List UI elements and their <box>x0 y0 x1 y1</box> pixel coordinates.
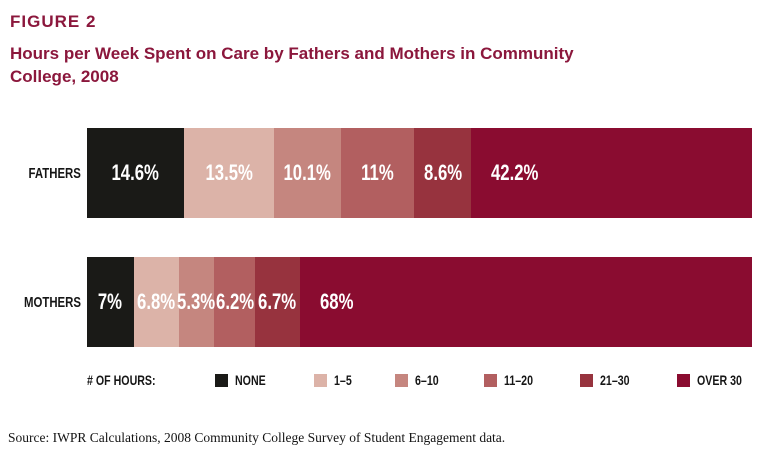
bar-segment: 68% <box>299 257 752 347</box>
figure-title-line-1: Hours per Week Spent on Care by Fathers … <box>10 44 574 63</box>
legend-item: 11–20 <box>484 372 542 388</box>
segment-value-label: 7% <box>98 289 123 314</box>
figure-title: Hours per Week Spent on Care by Fathers … <box>10 42 574 88</box>
bar-segment: 8.6% <box>414 128 472 218</box>
bar-segment: 42.2% <box>471 128 752 218</box>
bar-segment: 10.1% <box>273 128 341 218</box>
legend-swatch <box>677 373 691 387</box>
bar-segment: 6.7% <box>255 257 300 347</box>
bar-segment: 5.3% <box>177 257 216 347</box>
legend-label: OVER 30 <box>697 372 743 388</box>
legend-label: 21–30 <box>600 372 630 388</box>
legend-label: 1–5 <box>333 372 352 388</box>
segment-value-label: 14.6% <box>111 160 160 185</box>
legend-title: # OF HOURS: <box>87 372 156 388</box>
stacked-bar: 7% 6.8% 5.3% 6.2% 6.7% 68% <box>87 257 752 347</box>
legend-swatch <box>580 373 594 387</box>
bar-segment: 13.5% <box>184 128 274 218</box>
legend-swatch <box>313 373 327 387</box>
row-label: FATHERS <box>10 128 87 218</box>
bar-segment: 14.6% <box>87 128 185 218</box>
bar-row: FATHERS 14.6% 13.5% 10.1% 11% 8.6% 42.2% <box>10 128 752 218</box>
figure-title-line-2: College, 2008 <box>10 67 119 86</box>
segment-value-label: 11% <box>361 160 394 185</box>
segment-value-label: 8.6% <box>423 160 462 185</box>
segment-value-label: 6.7% <box>258 289 297 314</box>
segment-value-label: 13.5% <box>205 160 253 185</box>
stacked-bar: 14.6% 13.5% 10.1% 11% 8.6% 42.2% <box>87 128 752 218</box>
legend-label: 11–20 <box>504 372 534 388</box>
chart: FATHERS 14.6% 13.5% 10.1% 11% 8.6% 42.2% MOTHER… <box>10 128 752 386</box>
segment-value-label: 10.1% <box>283 160 332 185</box>
bar-segment: 7% <box>87 257 134 347</box>
legend-label: NONE <box>235 372 266 388</box>
legend-items: NONE 1–5 6–10 11–20 21–30 OVER 30 <box>215 372 756 388</box>
legend-swatch <box>215 373 229 387</box>
figure-label: FIGURE 2 <box>10 12 97 31</box>
legend-item: NONE <box>215 372 275 388</box>
legend-label: 6–10 <box>415 372 439 388</box>
source-note: Source: IWPR Calculations, 2008 Communit… <box>8 430 506 445</box>
segment-value-label: 42.2% <box>491 160 539 185</box>
segment-value-label: 6.8% <box>137 289 176 314</box>
legend-item: 21–30 <box>580 372 639 388</box>
legend-item: OVER 30 <box>677 372 756 388</box>
bar-segment: 6.2% <box>214 257 256 347</box>
row-label: MOTHERS <box>10 257 87 347</box>
row-label-text: MOTHERS <box>24 293 81 311</box>
bar-row: MOTHERS 7% 6.8% 5.3% 6.2% 6.7% 68% <box>10 257 752 347</box>
legend-swatch <box>395 373 409 387</box>
row-label-text: FATHERS <box>28 164 81 182</box>
segment-value-label: 5.3% <box>177 289 216 314</box>
segment-value-label: 6.2% <box>215 289 254 314</box>
legend-swatch <box>484 373 498 387</box>
segment-value-label: 68% <box>319 289 354 314</box>
bar-segment: 6.8% <box>133 257 179 347</box>
legend-item: 1–5 <box>313 372 357 388</box>
bar-segment: 11% <box>341 128 415 218</box>
legend: # OF HOURS: NONE 1–5 6–10 11–20 21–30 OVER 30 <box>87 370 756 390</box>
legend-item: 6–10 <box>395 372 446 388</box>
